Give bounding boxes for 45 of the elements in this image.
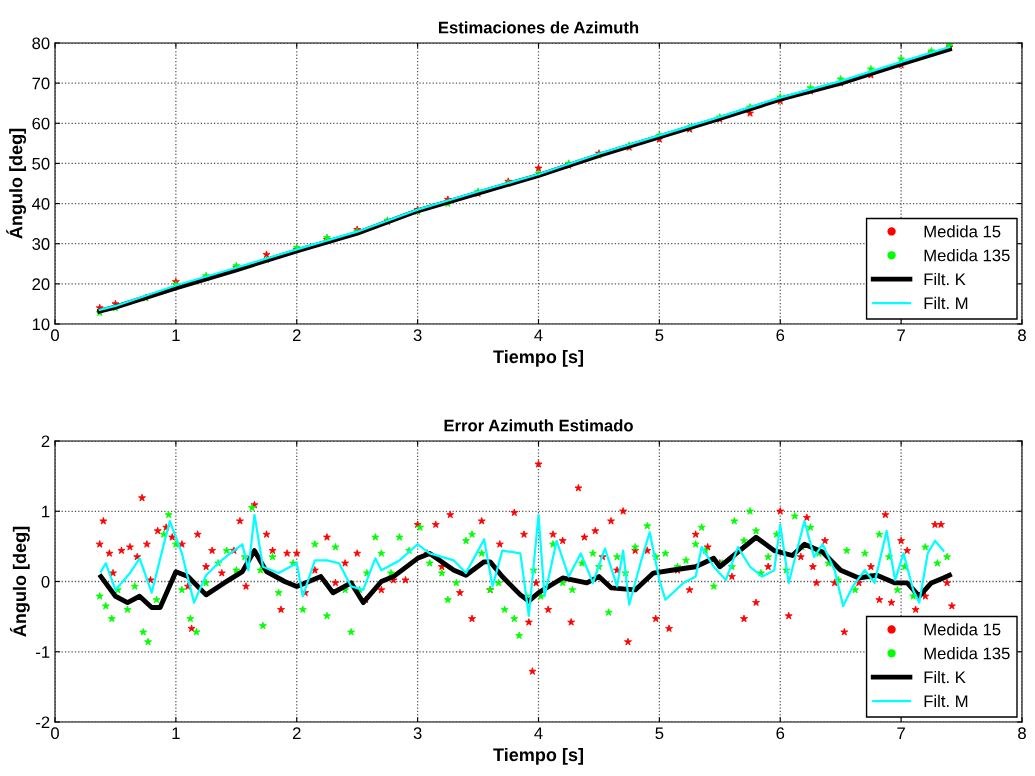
x-tick-label: 5 — [655, 329, 664, 342]
x-tick-label: 2 — [292, 727, 301, 739]
x-axis-title: Tiempo [s] — [493, 747, 583, 765]
x-tick-label: 3 — [413, 329, 422, 342]
x-tick-label: 6 — [776, 329, 785, 342]
x-tick-label: 1 — [172, 727, 180, 739]
y-tick-label: 60 — [32, 117, 50, 130]
x-tick-label: 8 — [1018, 727, 1026, 740]
y-tick-label: 1 — [42, 505, 50, 518]
chart-title: Estimaciones de Azimuth — [438, 21, 639, 34]
x-tick-label: 4 — [534, 727, 543, 739]
x-tick-label: 5 — [655, 727, 664, 740]
x-tick-label: 8 — [1018, 329, 1026, 342]
y-tick-label: -2 — [36, 716, 50, 729]
x-tick-label: 4 — [534, 329, 543, 341]
y-tick-label: -1 — [36, 646, 50, 658]
x-tick-label: 0 — [51, 727, 59, 740]
y-tick-label: 0 — [41, 575, 50, 588]
x-tick-label: 2 — [292, 329, 301, 341]
y-tick-label: 20 — [32, 278, 50, 291]
chart-title: Error Azimuth Estimado — [444, 419, 633, 432]
x-tick-label: 0 — [51, 329, 59, 342]
y-tick-label: 40 — [31, 197, 50, 210]
y-tick-label: 70 — [32, 77, 50, 90]
x-tick-label: 1 — [172, 329, 180, 341]
y-tick-label: 10 — [32, 318, 50, 331]
x-tick-label: 7 — [897, 727, 905, 739]
legend-label: Medida 135 — [924, 647, 1010, 660]
y-axis-title: Ángulo [deg] — [6, 128, 27, 239]
y-tick-label: 50 — [32, 157, 50, 170]
y-axis-title: Ángulo [deg] — [9, 526, 30, 637]
x-axis-title: Tiempo [s] — [493, 349, 583, 367]
legend-label: Medida 135 — [924, 249, 1010, 262]
x-tick-label: 7 — [897, 329, 905, 341]
y-tick-label: 80 — [32, 37, 50, 50]
legend-label: Medida 15 — [924, 623, 1001, 636]
x-tick-label: 6 — [776, 727, 785, 740]
y-tick-label: 2 — [41, 435, 50, 448]
y-tick-label: 30 — [32, 238, 50, 250]
legend-label: Filt. M — [924, 694, 968, 708]
legend-label: Medida 15 — [924, 225, 1001, 238]
legend-label: Filt. M — [924, 296, 968, 310]
legend-label: Filt. K — [924, 272, 966, 286]
x-tick-label: 3 — [413, 727, 422, 740]
legend-label: Filt. K — [924, 670, 966, 684]
